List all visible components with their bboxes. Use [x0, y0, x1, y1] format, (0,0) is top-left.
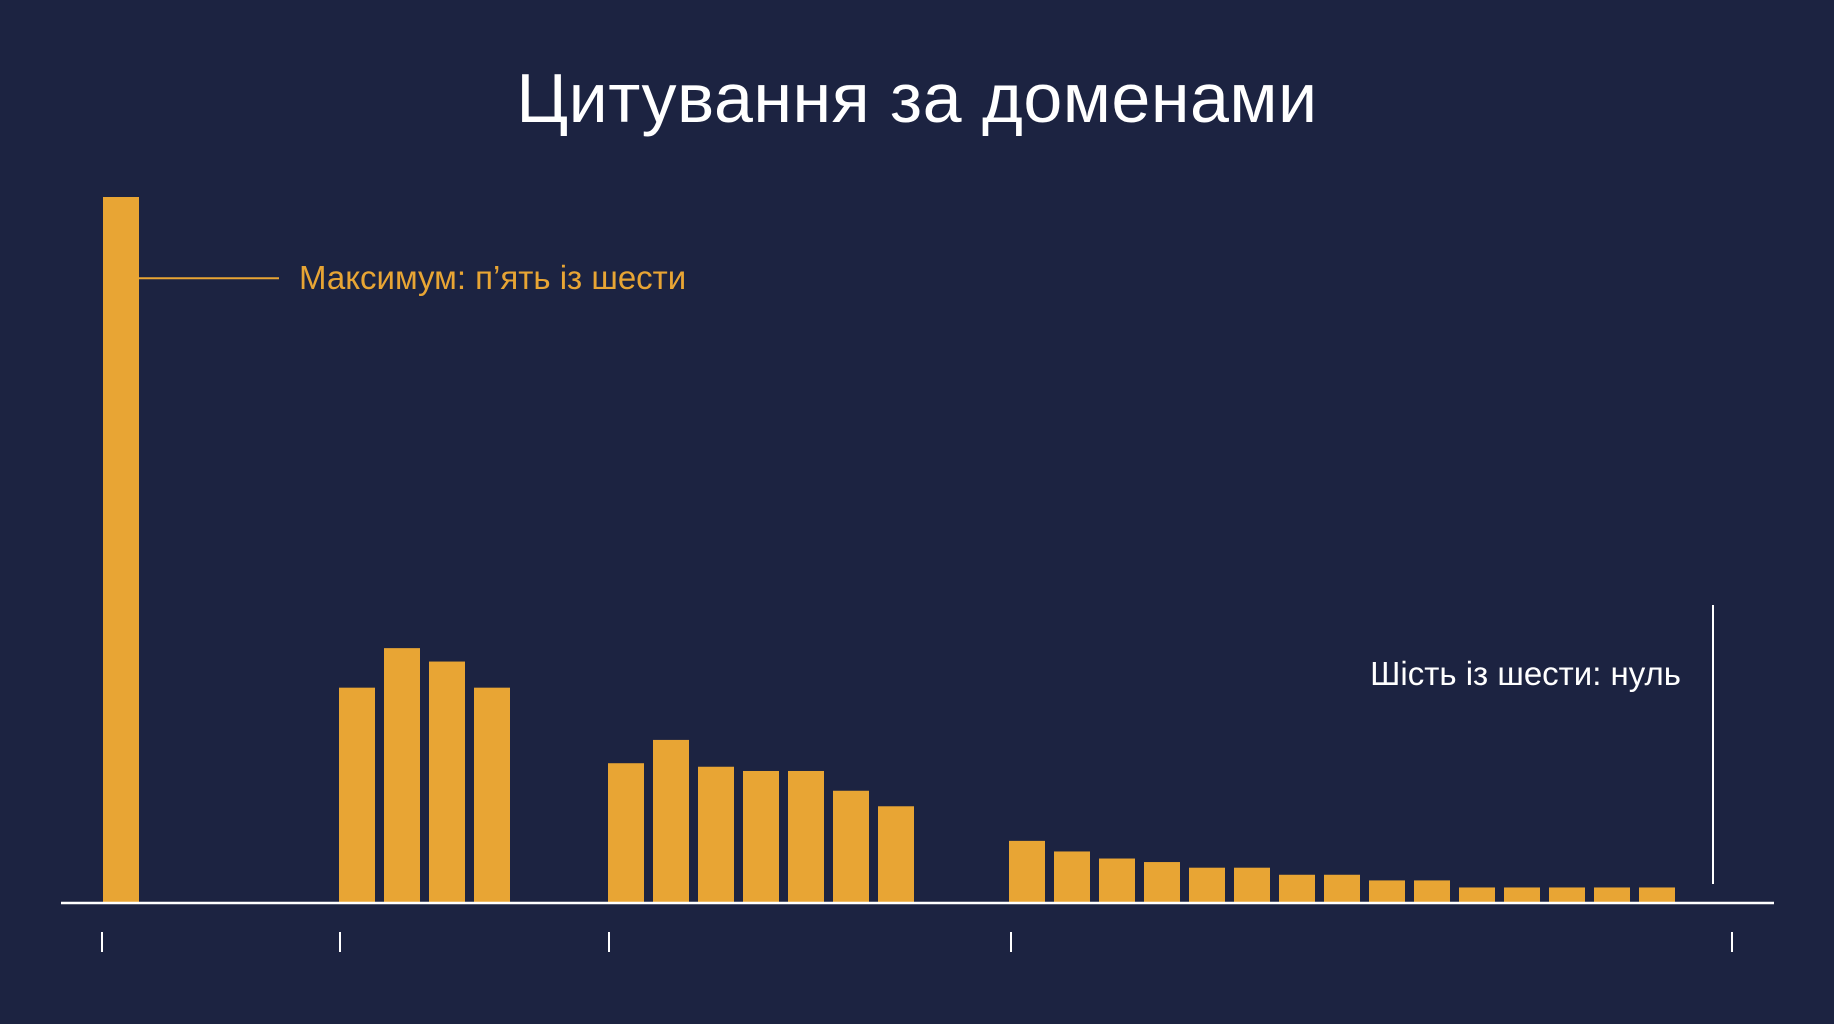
bar-g4-3: [1099, 858, 1135, 903]
bar-g3-5: [788, 770, 824, 903]
bar-g4-1: [1009, 840, 1045, 903]
bar-g4-8: [1324, 874, 1360, 903]
bar-g3-3: [698, 766, 734, 903]
bar-g4-7: [1279, 874, 1315, 903]
bar-g4-5: [1189, 867, 1225, 903]
bar-g4-14: [1594, 887, 1630, 903]
max-annotation-label: Максимум: п’ять із шести: [299, 259, 686, 296]
x-axis-ticks: [101, 932, 1733, 952]
bar-g1-1: [103, 197, 139, 903]
bar-g3-1: [608, 763, 644, 903]
bar-g2-3: [429, 661, 465, 903]
bar-g4-9: [1369, 880, 1405, 903]
bar-g2-2: [384, 648, 420, 903]
bar-g3-7: [878, 806, 914, 903]
bar-g4-11: [1459, 887, 1495, 903]
annotations-layer: Максимум: п’ять із шести Шість із шести: …: [103, 259, 1714, 884]
bar-g4-6: [1234, 867, 1270, 903]
bar-g4-13: [1549, 887, 1585, 903]
bar-g3-6: [833, 790, 869, 903]
bar-g4-2: [1054, 851, 1090, 903]
bar-g4-10: [1414, 880, 1450, 903]
bar-g4-15: [1639, 887, 1675, 903]
bar-g3-2: [653, 739, 689, 903]
bars-layer: [103, 197, 1675, 903]
bar-g3-4: [743, 770, 779, 903]
chart-title: Цитування за доменами: [516, 59, 1318, 137]
bar-g4-12: [1504, 887, 1540, 903]
zero-annotation-label: Шість із шести: нуль: [1370, 655, 1681, 692]
bar-g2-4: [474, 687, 510, 903]
bar-g2-1: [339, 687, 375, 903]
bar-g4-4: [1144, 862, 1180, 903]
